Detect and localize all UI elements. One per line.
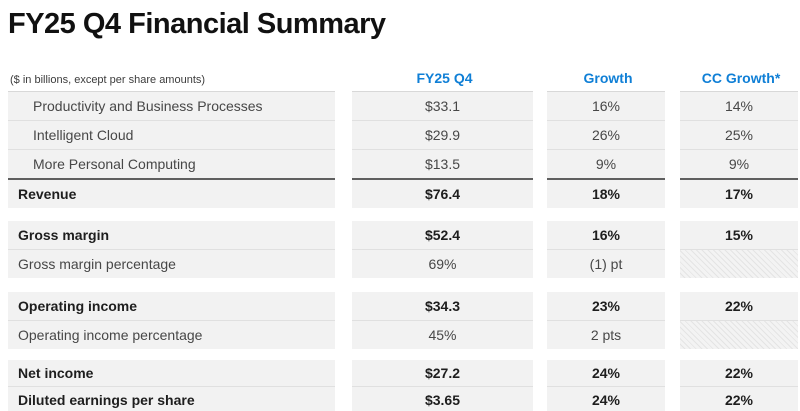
growth-value: 24% (547, 360, 665, 386)
fy25q4-value: 69% (352, 249, 533, 278)
growth-value: 9% (547, 149, 665, 178)
column-header-growth: Growth (583, 70, 633, 86)
table-subtitle: ($ in billions, except per share amounts… (10, 74, 206, 86)
fy25q4-value: $29.9 (352, 120, 533, 149)
cc-growth-value: 9% (680, 149, 798, 178)
net-income-section: Net income $27.2 24% 22% Diluted earning… (0, 360, 800, 411)
gross-margin-section: Gross margin $52.4 16% 15% Gross margin … (0, 221, 800, 278)
growth-value: (1) pt (547, 249, 665, 278)
growth-value: 26% (547, 120, 665, 149)
row-label: More Personal Computing (8, 149, 335, 178)
row-label: Diluted earnings per share (8, 386, 335, 411)
fy25q4-value: $34.3 (352, 292, 533, 320)
table-row-total: Revenue $76.4 18% 17% (0, 178, 800, 208)
table-row-total: Operating income $34.3 23% 22% (0, 292, 800, 320)
table-row: More Personal Computing $13.5 9% 9% (0, 149, 800, 178)
fy25q4-value: $13.5 (352, 149, 533, 178)
fy25q4-value: $3.65 (352, 386, 533, 411)
row-label: Net income (8, 360, 335, 386)
growth-value: 18% (547, 178, 665, 208)
fy25q4-value: 45% (352, 320, 533, 349)
fy25q4-value: $33.1 (352, 91, 533, 120)
revenue-section: Productivity and Business Processes $33.… (0, 91, 800, 208)
operating-income-section: Operating income $34.3 23% 22% Operating… (0, 292, 800, 349)
row-label: Gross margin (8, 221, 335, 249)
growth-value: 24% (547, 386, 665, 411)
column-header-fy25q4: FY25 Q4 (416, 70, 473, 86)
cc-growth-value: 25% (680, 120, 798, 149)
table-row: Intelligent Cloud $29.9 26% 25% (0, 120, 800, 149)
cc-growth-value: 17% (680, 178, 798, 208)
table-header-row: ($ in billions, except per share amounts… (0, 52, 800, 91)
table-row: Operating income percentage 45% 2 pts (0, 320, 800, 349)
row-label: Operating income percentage (8, 320, 335, 349)
page-title: FY25 Q4 Financial Summary (8, 8, 386, 40)
cc-growth-value: 15% (680, 221, 798, 249)
cc-growth-value: 22% (680, 386, 798, 411)
cc-growth-value: 14% (680, 91, 798, 120)
growth-value: 16% (547, 221, 665, 249)
financial-summary-slide: FY25 Q4 Financial Summary ($ in billions… (0, 6, 800, 411)
fy25q4-value: $27.2 (352, 360, 533, 386)
column-header-cc-growth: CC Growth* (701, 70, 781, 86)
growth-value: 2 pts (547, 320, 665, 349)
row-label: Operating income (8, 292, 335, 320)
table-row-total: Net income $27.2 24% 22% (0, 360, 800, 386)
hatched-cell (680, 320, 798, 349)
growth-value: 23% (547, 292, 665, 320)
row-label: Intelligent Cloud (8, 120, 335, 149)
table-row-total: Diluted earnings per share $3.65 24% 22% (0, 386, 800, 411)
table-row: Productivity and Business Processes $33.… (0, 91, 800, 120)
row-label: Gross margin percentage (8, 249, 335, 278)
row-label: Revenue (8, 178, 335, 208)
table-row-total: Gross margin $52.4 16% 15% (0, 221, 800, 249)
cc-growth-value: 22% (680, 292, 798, 320)
cc-growth-value: 22% (680, 360, 798, 386)
row-label: Productivity and Business Processes (8, 91, 335, 120)
table-row: Gross margin percentage 69% (1) pt (0, 249, 800, 278)
fy25q4-value: $76.4 (352, 178, 533, 208)
growth-value: 16% (547, 91, 665, 120)
hatched-cell (680, 249, 798, 278)
fy25q4-value: $52.4 (352, 221, 533, 249)
